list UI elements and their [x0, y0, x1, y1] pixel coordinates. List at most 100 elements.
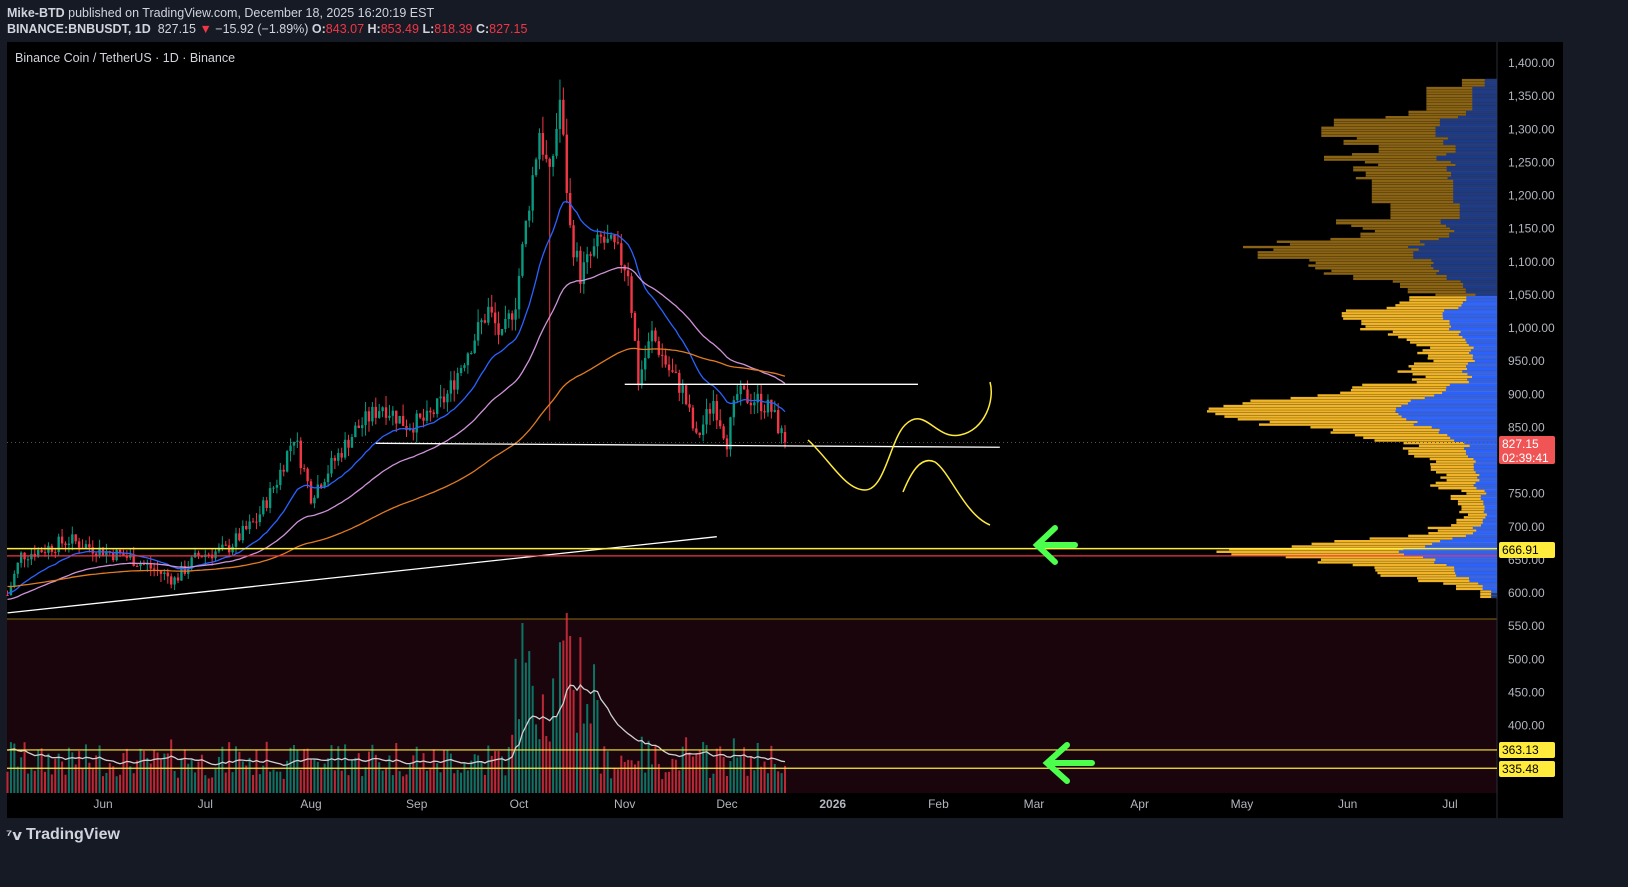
candle-body[interactable]: [432, 412, 435, 414]
candle-body[interactable]: [548, 158, 551, 167]
candle-body[interactable]: [415, 413, 418, 433]
candle-body[interactable]: [429, 410, 432, 413]
candle-body[interactable]: [742, 385, 746, 390]
candle-body[interactable]: [19, 552, 23, 563]
candle-body[interactable]: [395, 410, 398, 424]
candle-body[interactable]: [575, 250, 579, 258]
candle-body[interactable]: [589, 254, 592, 256]
candle-body[interactable]: [770, 399, 773, 412]
candle-body[interactable]: [258, 514, 262, 523]
candle-body[interactable]: [207, 554, 210, 556]
candle-body[interactable]: [674, 371, 678, 373]
candle-body[interactable]: [568, 192, 572, 226]
candle-body[interactable]: [360, 425, 364, 429]
candle-body[interactable]: [337, 453, 340, 461]
candle-body[interactable]: [776, 410, 780, 434]
candle-body[interactable]: [582, 262, 586, 285]
candle-body[interactable]: [296, 440, 299, 442]
candle-body[interactable]: [381, 407, 384, 412]
candle-body[interactable]: [521, 244, 524, 276]
candle-body[interactable]: [599, 234, 603, 237]
candle-body[interactable]: [268, 488, 272, 508]
candle-body[interactable]: [54, 551, 57, 553]
candle-body[interactable]: [190, 557, 193, 569]
candle-body[interactable]: [255, 521, 258, 523]
candle-body[interactable]: [354, 425, 357, 438]
candle-body[interactable]: [511, 313, 514, 320]
candle-body[interactable]: [749, 402, 753, 406]
candle-body[interactable]: [609, 234, 613, 239]
candle-body[interactable]: [657, 341, 661, 355]
candle-body[interactable]: [234, 533, 238, 547]
candle-body[interactable]: [453, 380, 456, 390]
candle-body[interactable]: [302, 468, 306, 470]
candle-body[interactable]: [681, 385, 684, 393]
candle-body[interactable]: [173, 577, 176, 585]
candle-body[interactable]: [152, 568, 156, 570]
candle-body[interactable]: [282, 469, 285, 472]
candle-body[interactable]: [551, 155, 555, 167]
candle-body[interactable]: [565, 134, 568, 193]
author[interactable]: Mike-BTD: [7, 6, 65, 20]
candle-body[interactable]: [517, 275, 521, 310]
candle-body[interactable]: [115, 549, 118, 561]
candle-body[interactable]: [759, 393, 763, 412]
candle-body[interactable]: [313, 497, 316, 504]
candle-body[interactable]: [480, 320, 483, 323]
candle-body[interactable]: [176, 577, 180, 581]
candle-body[interactable]: [320, 484, 323, 488]
candle-body[interactable]: [16, 562, 19, 574]
candle-body[interactable]: [507, 313, 510, 319]
candle-body[interactable]: [364, 411, 367, 426]
candle-body[interactable]: [289, 445, 292, 452]
candle-body[interactable]: [695, 428, 698, 433]
candle-body[interactable]: [722, 426, 725, 439]
candle-body[interactable]: [688, 404, 691, 408]
candle-body[interactable]: [643, 357, 647, 370]
candle-body[interactable]: [555, 128, 558, 156]
candle-body[interactable]: [74, 534, 77, 542]
candle-body[interactable]: [125, 556, 129, 558]
candle-body[interactable]: [592, 246, 596, 256]
candle-body[interactable]: [122, 553, 125, 557]
candle-body[interactable]: [316, 484, 320, 498]
candle-body[interactable]: [91, 547, 94, 554]
candle-body[interactable]: [558, 99, 562, 129]
candle-body[interactable]: [378, 411, 381, 418]
candle-body[interactable]: [712, 401, 715, 414]
candle-body[interactable]: [613, 234, 616, 243]
candle-body[interactable]: [545, 154, 548, 159]
candle-body[interactable]: [272, 487, 275, 489]
candle-body[interactable]: [562, 99, 565, 135]
candle-body[interactable]: [715, 401, 718, 421]
candle-body[interactable]: [248, 521, 251, 530]
candle-body[interactable]: [616, 242, 620, 244]
candle-body[interactable]: [217, 547, 221, 552]
candle-body[interactable]: [71, 534, 74, 544]
candle-body[interactable]: [275, 484, 279, 488]
candle-body[interactable]: [435, 398, 439, 414]
candle-body[interactable]: [528, 210, 531, 221]
candle-body[interactable]: [487, 306, 490, 323]
candle-body[interactable]: [640, 369, 643, 386]
candle-body[interactable]: [732, 400, 736, 418]
candle-body[interactable]: [371, 406, 374, 422]
candle-body[interactable]: [725, 438, 729, 450]
candle-body[interactable]: [384, 407, 388, 418]
candle-body[interactable]: [739, 385, 742, 395]
candle-body[interactable]: [736, 394, 739, 401]
candle-body[interactable]: [84, 544, 88, 549]
candle-body[interactable]: [265, 500, 268, 508]
candle-body[interactable]: [197, 552, 200, 556]
tradingview-logo[interactable]: ⁷𝘃 TradingView: [6, 826, 120, 844]
candle-body[interactable]: [94, 553, 98, 557]
candle-body[interactable]: [691, 407, 695, 429]
candle-body[interactable]: [279, 469, 282, 485]
candle-body[interactable]: [367, 411, 371, 422]
candle-body[interactable]: [422, 417, 425, 421]
candle-body[interactable]: [224, 544, 227, 546]
candle-body[interactable]: [40, 550, 43, 553]
candle-body[interactable]: [783, 431, 787, 443]
candle-body[interactable]: [493, 312, 497, 324]
candle-body[interactable]: [340, 453, 343, 458]
